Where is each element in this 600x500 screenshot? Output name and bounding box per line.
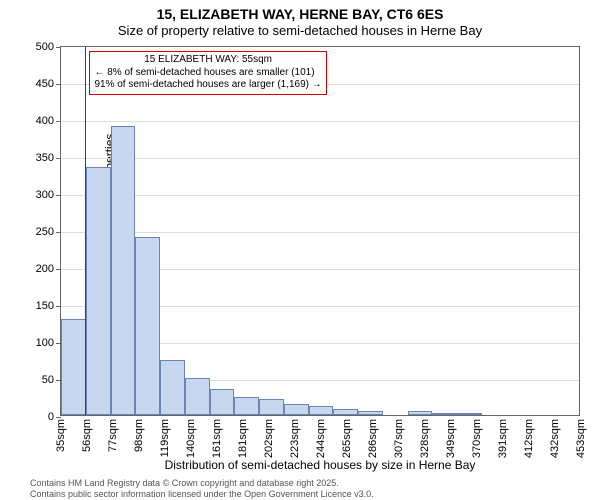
ytick-label: 250 [14,226,54,238]
footer-line-1: Contains HM Land Registry data © Crown c… [30,478,600,489]
gridline [61,158,579,159]
ytick-mark [56,417,61,418]
ytick-mark [56,47,61,48]
ytick-label: 150 [14,300,54,312]
xtick-label: 77sqm [107,419,119,452]
gridline [61,195,579,196]
histogram-bar [61,319,86,415]
xtick-label: 370sqm [471,419,483,458]
ytick-label: 400 [14,115,54,127]
xtick-label: 35sqm [55,419,67,452]
xtick-label: 412sqm [523,419,535,458]
ytick-mark [56,269,61,270]
xtick-label: 161sqm [211,419,223,458]
annotation-smaller: ← 8% of semi-detached houses are smaller… [94,67,321,80]
ytick-mark [56,306,61,307]
histogram-bar [160,360,185,416]
histogram-bar [111,126,136,415]
ytick-label: 350 [14,152,54,164]
ytick-label: 100 [14,337,54,349]
histogram-bar [309,406,334,415]
ytick-label: 300 [14,189,54,201]
xtick-label: 432sqm [549,419,561,458]
ytick-mark [56,232,61,233]
ytick-mark [56,84,61,85]
xtick-label: 265sqm [341,419,353,458]
xtick-label: 244sqm [315,419,327,458]
histogram-chart: Number of semi-detached properties 05010… [60,46,580,416]
histogram-bar [185,378,210,415]
ytick-label: 200 [14,263,54,275]
xtick-label: 140sqm [185,419,197,458]
xtick-label: 223sqm [289,419,301,458]
xtick-label: 453sqm [575,419,587,458]
gridline [61,121,579,122]
ytick-mark [56,195,61,196]
histogram-bar [135,237,160,415]
ytick-mark [56,121,61,122]
title-main: 15, ELIZABETH WAY, HERNE BAY, CT6 6ES [0,6,600,22]
annotation-box: 15 ELIZABETH WAY: 55sqm← 8% of semi-deta… [89,51,326,95]
xtick-label: 349sqm [445,419,457,458]
histogram-bar [333,409,358,415]
annotation-title: 15 ELIZABETH WAY: 55sqm [94,54,321,67]
histogram-bar [259,399,284,415]
xtick-label: 328sqm [419,419,431,458]
ytick-label: 50 [14,374,54,386]
histogram-bar [210,389,235,415]
xtick-label: 202sqm [263,419,275,458]
histogram-bar [358,411,383,415]
xtick-label: 307sqm [393,419,405,458]
gridline [61,232,579,233]
histogram-bar [408,411,433,415]
histogram-bar [432,413,457,415]
histogram-bar [457,413,482,415]
histogram-bar [234,397,259,416]
histogram-bar [86,167,111,415]
xtick-label: 98sqm [133,419,145,452]
xtick-label: 119sqm [159,419,171,457]
footer: Contains HM Land Registry data © Crown c… [30,478,600,500]
histogram-bar [284,404,309,415]
ytick-label: 0 [14,411,54,423]
footer-line-2: Contains public sector information licen… [30,489,600,500]
title-block: 15, ELIZABETH WAY, HERNE BAY, CT6 6ES Si… [0,0,600,38]
xtick-label: 56sqm [81,419,93,452]
ytick-label: 450 [14,78,54,90]
title-sub: Size of property relative to semi-detach… [0,23,600,38]
property-marker-line [85,47,86,415]
x-axis-label: Distribution of semi-detached houses by … [60,458,580,472]
ytick-label: 500 [14,41,54,53]
xtick-label: 286sqm [367,419,379,458]
xtick-label: 391sqm [497,419,509,458]
xtick-label: 181sqm [237,419,249,458]
ytick-mark [56,158,61,159]
plot-area: 05010015020025030035040045050035sqm56sqm… [60,46,580,416]
annotation-larger: 91% of semi-detached houses are larger (… [94,79,321,92]
